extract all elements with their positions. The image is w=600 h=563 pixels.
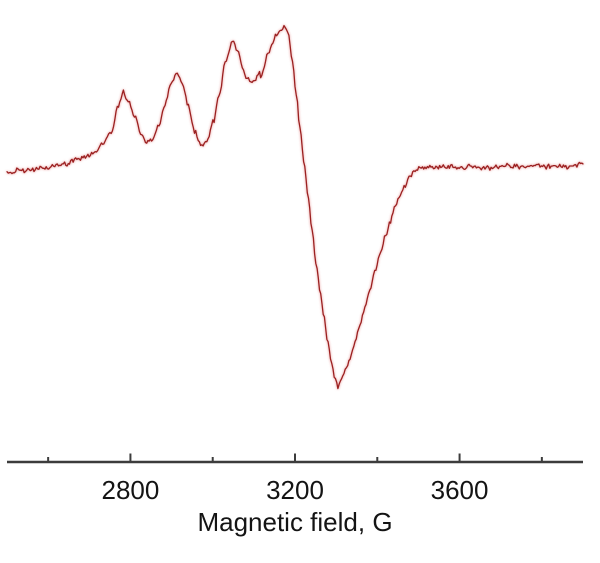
series-group [6,24,584,390]
x-axis-tick-label: 2800 [102,475,160,505]
x-axis-group: 2800 3200 3600 [7,453,583,505]
spectrum-line [6,24,584,390]
x-axis-title: Magnetic field, G [197,507,392,537]
x-axis-tick-label: 3600 [431,475,489,505]
x-axis-tick-label: 3200 [266,475,324,505]
